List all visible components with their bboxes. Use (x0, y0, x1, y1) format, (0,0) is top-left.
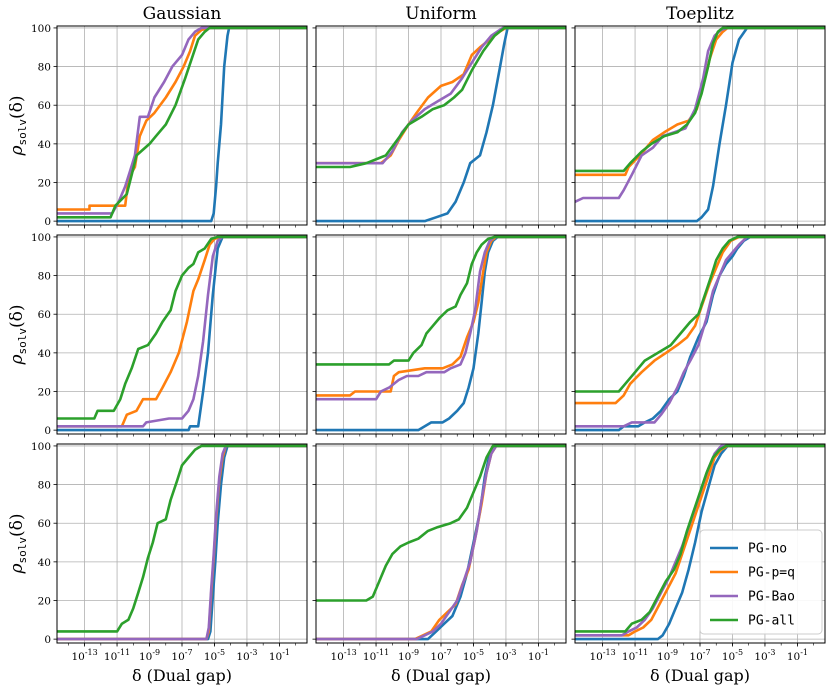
series-line-pg-bao (57, 235, 307, 428)
series-line-pg-p-q (575, 235, 825, 405)
tick-label-y: 60 (38, 100, 51, 112)
series-line-pg-bao (575, 235, 825, 428)
series-line-pg-all (316, 444, 566, 602)
tick-label-x: 10-11 (622, 648, 648, 663)
column-title-toeplitz: Toeplitz (666, 4, 734, 24)
series-line-pg-all (316, 235, 566, 366)
y-axis-label-row-3: ρsolv(δ) (7, 514, 29, 575)
tick-label-x: 10-7 (430, 648, 451, 663)
legend-box (699, 529, 823, 635)
tick-label-y: 40 (38, 139, 51, 151)
x-axis-label-col-3: δ (Dual gap) (650, 666, 750, 685)
tick-label-y: 100 (31, 23, 51, 35)
series-line-pg-all (575, 26, 825, 173)
series-line-pg-bao (316, 444, 566, 641)
column-title-gaussian: Gaussian (143, 4, 222, 24)
series-line-pg-no (57, 235, 307, 432)
series-line-pg-no (316, 235, 566, 432)
column-title-uniform: Uniform (405, 4, 477, 24)
tick-label-x: 10-11 (363, 648, 389, 663)
tick-label-y: 100 (31, 441, 51, 453)
series-line-pg-no (575, 235, 825, 432)
x-axis-label-col-1: δ (Dual gap) (132, 666, 232, 685)
x-axis-labels: δ (Dual gap) δ (Dual gap) δ (Dual gap) (132, 666, 750, 685)
column-titles: Gaussian Uniform Toeplitz (143, 4, 734, 24)
tick-label-y: 20 (38, 177, 51, 189)
tick-label-x: 10-9 (139, 648, 160, 663)
tick-label-x: 10-13 (589, 648, 615, 663)
tick-label-x: 10-7 (689, 648, 710, 663)
series-line-pg-no (575, 26, 825, 223)
panel-1-2 (312, 25, 567, 229)
legend: PG-no PG-p=q PG-Bao PG-all (699, 529, 823, 635)
y-axis-label-row-2: ρsolv(δ) (7, 305, 29, 366)
tick-label-x: 10-7 (171, 648, 192, 663)
panel-1-1: 0 20 40 60 80 100 (31, 23, 308, 229)
tick-label-y: 20 (38, 386, 51, 398)
tick-label-y: 20 (38, 595, 51, 607)
tick-label-y: 80 (38, 271, 51, 283)
x-axis-label-col-2: δ (Dual gap) (391, 666, 491, 685)
tick-label-x: 10-9 (398, 648, 419, 663)
series-line-pg-no (575, 444, 825, 641)
series-line-pg-bao (57, 444, 307, 641)
y-axis-label-row-1: ρsolv(δ) (7, 96, 29, 157)
tick-label-x: 10-1 (269, 648, 290, 663)
series-line-pg-all (575, 444, 825, 633)
tick-label-x: 10-5 (722, 648, 743, 663)
tick-label-y: 0 (44, 634, 51, 646)
tick-label-y: 60 (38, 309, 51, 321)
y-axis-labels: ρsolv(δ) ρsolv(δ) ρsolv(δ) (7, 96, 29, 575)
series-line-pg-no (57, 26, 307, 223)
tick-label-x: 10-5 (204, 648, 225, 663)
tick-label-y: 80 (38, 480, 51, 492)
tick-label-x: 10-3 (495, 648, 516, 663)
tick-label-x: 10-3 (754, 648, 775, 663)
tick-label-y: 40 (38, 557, 51, 569)
legend-label: PG-no (748, 542, 787, 557)
legend-label: PG-all (748, 614, 795, 629)
panel-3-1: 0 20 40 60 80 100 10-13 10-11 10-9 10-7 10-5 10-3 10… (31, 441, 308, 663)
tick-label-x: 10-5 (463, 648, 484, 663)
series-line-pg-bao (316, 26, 566, 165)
tick-label-y: 60 (38, 518, 51, 530)
legend-items: PG-no PG-p=q PG-Bao PG-all (710, 542, 795, 629)
series-line-pg-no (316, 26, 566, 223)
series-line-pg-bao (57, 26, 307, 215)
tick-label-x: 10-1 (528, 648, 549, 663)
tick-label-x: 10-13 (330, 648, 356, 663)
legend-label: PG-p=q (748, 566, 795, 581)
tick-label-x: 10-1 (787, 648, 808, 663)
series-line-pg-all (57, 235, 307, 420)
tick-label-y: 0 (44, 425, 51, 437)
series-line-pg-all (316, 26, 566, 169)
tick-label-x: 10-13 (71, 648, 97, 663)
tick-label-y: 0 (44, 216, 51, 228)
series-line-pg-bao (316, 235, 566, 401)
tick-label-y: 40 (38, 348, 51, 360)
tick-label-y: 80 (38, 62, 51, 74)
tick-label-x: 10-11 (104, 648, 130, 663)
series-line-pg-all (57, 26, 307, 219)
series-line-pg-p-q (57, 26, 307, 211)
series-line-pg-no (57, 444, 307, 641)
series-line-pg-p-q (316, 235, 566, 397)
legend-label: PG-Bao (748, 590, 795, 605)
tick-label-x: 10-9 (657, 648, 678, 663)
panel-2-2 (312, 234, 567, 438)
panel-1-3 (571, 25, 826, 229)
tick-label-x: 10-3 (236, 648, 257, 663)
series-line-pg-all (575, 235, 825, 393)
series-line-pg-all (57, 444, 307, 633)
series-line-pg-p-q (57, 235, 307, 428)
tick-label-y: 100 (31, 232, 51, 244)
panel-2-3 (571, 234, 826, 438)
panel-2-1: 0 20 40 60 80 100 (31, 232, 308, 438)
panel-3-2: 10-13 10-11 10-9 10-7 10-5 10-3 10-1 (312, 443, 567, 663)
